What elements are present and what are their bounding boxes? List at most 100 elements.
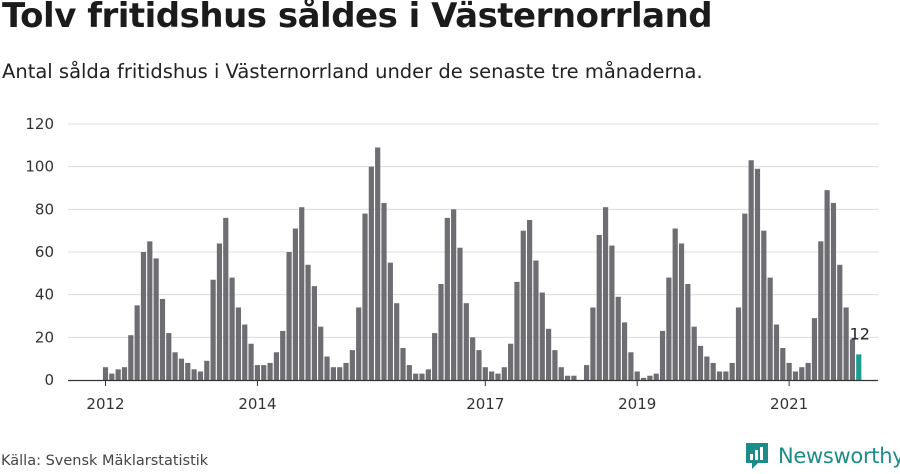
bar (248, 343, 254, 380)
bar (792, 371, 799, 380)
y-tick-label: 80 (35, 200, 54, 218)
bar (539, 292, 545, 380)
bar (381, 202, 387, 380)
bar (387, 262, 393, 380)
bar (115, 369, 121, 380)
bar (546, 328, 552, 380)
x-tick-label: 2012 (86, 395, 124, 413)
bar (305, 264, 311, 380)
bar (799, 367, 805, 380)
bar (735, 307, 742, 380)
bar (172, 352, 178, 380)
bar (685, 284, 691, 380)
bar (824, 190, 830, 380)
bar (204, 360, 210, 380)
bar (121, 367, 128, 380)
bar (109, 373, 115, 380)
brand-name: Newsworthy (778, 444, 900, 468)
bar (267, 362, 273, 380)
last-value-label: 12 (850, 324, 870, 343)
bar (482, 367, 488, 380)
bar (299, 207, 305, 380)
bar (235, 307, 242, 380)
bar (672, 228, 678, 380)
y-axis-labels: 0 20 40 60 80 100 120 (25, 115, 54, 389)
bar (818, 241, 824, 380)
bar (223, 217, 229, 380)
bar (583, 365, 590, 380)
bar (647, 375, 653, 380)
bar (368, 166, 374, 380)
bar (476, 350, 482, 380)
bar (444, 217, 450, 380)
bar (261, 365, 267, 380)
x-tick-label: 2021 (770, 395, 808, 413)
bar (273, 352, 280, 380)
bar (375, 147, 381, 380)
bar-highlighted (856, 354, 862, 380)
bar (628, 352, 634, 380)
bar (318, 326, 324, 380)
bar (602, 207, 609, 380)
bars (102, 147, 862, 380)
bar (552, 350, 558, 380)
bar (102, 367, 109, 380)
bar (640, 377, 647, 380)
bar (742, 213, 748, 380)
bar (413, 373, 419, 380)
bar (216, 243, 223, 380)
bar (501, 367, 507, 380)
bar (356, 307, 362, 380)
bar (140, 252, 147, 380)
bar (805, 362, 811, 380)
bar (425, 369, 431, 380)
bar (419, 373, 425, 380)
bar (837, 264, 843, 380)
bar (349, 350, 355, 380)
bar (849, 339, 856, 380)
chart-subtitle: Antal sålda fritidshus i Västernorrland … (2, 60, 703, 83)
bar (786, 362, 792, 380)
chart-title: Tolv fritidshus såldes i Västernorrland (2, 0, 713, 36)
bar (609, 245, 615, 380)
bar (134, 305, 140, 380)
bar (147, 241, 153, 380)
bar (590, 307, 596, 380)
bar (716, 371, 723, 380)
bar (210, 279, 216, 380)
bar (697, 345, 704, 380)
bar (564, 375, 571, 380)
bar (197, 371, 204, 380)
bar (811, 318, 818, 380)
bar (159, 298, 166, 380)
bar (558, 367, 564, 380)
bar (678, 243, 685, 380)
newsworthy-logo-icon (746, 443, 768, 469)
bar (337, 367, 343, 380)
bar (242, 324, 248, 380)
bar (571, 375, 577, 380)
bar (330, 367, 336, 380)
x-axis-labels: 2012 2014 2017 2019 2021 (86, 380, 808, 413)
y-tick-label: 40 (35, 286, 54, 304)
bar (634, 371, 640, 380)
bar (495, 373, 501, 380)
bar (748, 160, 754, 380)
x-tick-label: 2019 (618, 395, 656, 413)
bar (666, 277, 672, 380)
bar (470, 337, 476, 380)
bar (254, 365, 261, 380)
bar (704, 356, 710, 380)
bar (773, 324, 780, 380)
bar (406, 365, 412, 380)
bar (128, 335, 134, 380)
bar (615, 296, 621, 380)
annotations: 12 (850, 324, 870, 343)
bar (438, 284, 444, 380)
x-tick-label: 2017 (466, 395, 504, 413)
bar-chart: 0 20 40 60 80 100 120 2012 2014 2017 2019 2021 12 (25, 115, 878, 413)
bar (394, 303, 400, 380)
bar (533, 260, 539, 380)
bar (767, 277, 773, 380)
bar (596, 234, 602, 380)
